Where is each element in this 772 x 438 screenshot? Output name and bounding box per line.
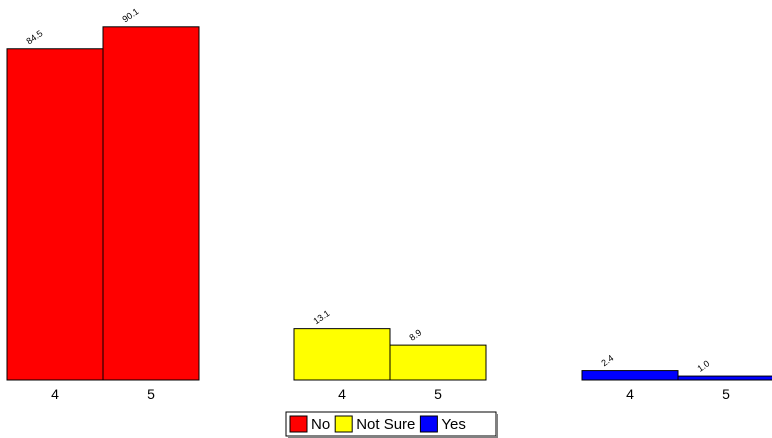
category-tick-label: 4	[338, 386, 346, 402]
legend-swatch-not-sure	[334, 415, 353, 433]
legend-swatch-yes	[419, 415, 438, 433]
legend-label: Not Sure	[356, 416, 415, 433]
bar-not-sure-4	[293, 328, 391, 381]
value-label: 90.1	[120, 6, 140, 24]
value-label: 1.0	[695, 358, 711, 373]
category-tick-label: 4	[51, 386, 59, 402]
bar-no-4	[6, 48, 104, 381]
legend-label: Yes	[441, 416, 465, 433]
bar-layer	[6, 26, 772, 381]
value-label: 13.1	[311, 308, 331, 326]
value-label: 84.5	[24, 28, 44, 46]
legend: No Not Sure Yes	[285, 411, 498, 438]
category-tick-label: 5	[147, 386, 155, 402]
bar-yes-4	[581, 370, 679, 381]
category-tick-layer: 4 5 4 5 4 5	[51, 386, 730, 402]
bar-yes-5	[677, 375, 772, 381]
category-tick-label: 4	[626, 386, 634, 402]
bar-no-5	[102, 26, 200, 381]
category-tick-label: 5	[722, 386, 730, 402]
value-label: 8.9	[407, 327, 423, 342]
value-label: 2.4	[599, 353, 615, 368]
legend-label: No	[311, 416, 330, 433]
legend-swatch-no	[289, 415, 308, 433]
category-tick-label: 5	[434, 386, 442, 402]
bar-not-sure-5	[389, 344, 487, 381]
